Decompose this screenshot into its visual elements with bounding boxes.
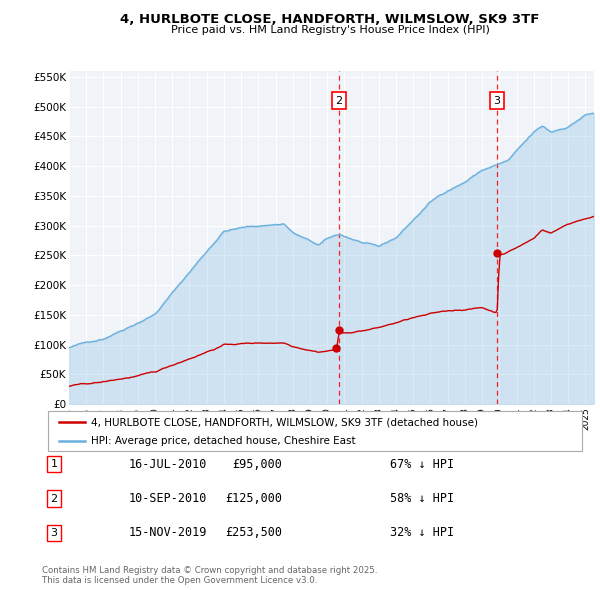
Text: 3: 3 <box>494 96 500 106</box>
Text: 4, HURLBOTE CLOSE, HANDFORTH, WILMSLOW, SK9 3TF (detached house): 4, HURLBOTE CLOSE, HANDFORTH, WILMSLOW, … <box>91 417 478 427</box>
Text: 16-JUL-2010: 16-JUL-2010 <box>129 458 208 471</box>
Text: Contains HM Land Registry data © Crown copyright and database right 2025.
This d: Contains HM Land Registry data © Crown c… <box>42 566 377 585</box>
FancyBboxPatch shape <box>48 411 582 451</box>
Text: 2: 2 <box>50 494 58 503</box>
Text: 58% ↓ HPI: 58% ↓ HPI <box>390 492 454 505</box>
Text: Price paid vs. HM Land Registry's House Price Index (HPI): Price paid vs. HM Land Registry's House … <box>170 25 490 35</box>
Text: 2: 2 <box>335 96 343 106</box>
Text: 3: 3 <box>50 528 58 537</box>
Text: 15-NOV-2019: 15-NOV-2019 <box>129 526 208 539</box>
Text: £95,000: £95,000 <box>232 458 282 471</box>
Text: HPI: Average price, detached house, Cheshire East: HPI: Average price, detached house, Ches… <box>91 437 355 446</box>
Text: 32% ↓ HPI: 32% ↓ HPI <box>390 526 454 539</box>
Text: 1: 1 <box>50 460 58 469</box>
Text: 10-SEP-2010: 10-SEP-2010 <box>129 492 208 505</box>
Text: 67% ↓ HPI: 67% ↓ HPI <box>390 458 454 471</box>
Text: 4, HURLBOTE CLOSE, HANDFORTH, WILMSLOW, SK9 3TF: 4, HURLBOTE CLOSE, HANDFORTH, WILMSLOW, … <box>121 13 539 26</box>
Text: £125,000: £125,000 <box>225 492 282 505</box>
Text: £253,500: £253,500 <box>225 526 282 539</box>
